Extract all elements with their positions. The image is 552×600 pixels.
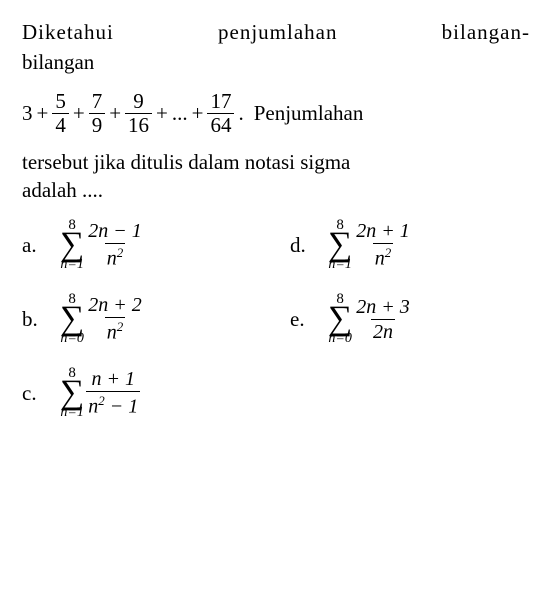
sigma-numerator: 2n + 3	[354, 297, 412, 319]
option-label: e.	[290, 305, 314, 333]
plus-sign: +	[109, 99, 121, 127]
fraction-last: 17 64	[207, 91, 234, 136]
heading-line-2: bilangan	[22, 48, 530, 76]
fraction-3: 9 16	[125, 91, 152, 136]
series-expression: 3 + 5 4 + 7 9 + 9 16 + ... + 17 64 . Pen…	[22, 91, 530, 136]
plus-sign: +	[37, 99, 49, 127]
option-c: c. 8 ∑ n=1 n + 1 n2 − 1	[22, 366, 262, 420]
sigma-lower: n=0	[328, 332, 351, 346]
sigma-block: 8 ∑ n=1	[60, 218, 84, 272]
plus-sign: +	[73, 99, 85, 127]
frac-num: 7	[89, 91, 106, 113]
sigma-symbol: ∑	[60, 379, 84, 408]
option-a: a. 8 ∑ n=1 2n − 1 n2	[22, 218, 262, 272]
option-b: b. 8 ∑ n=0 2n + 2 n2	[22, 292, 262, 346]
sigma-denominator: n2	[105, 243, 126, 269]
frac-den: 64	[207, 113, 234, 136]
sigma-expression: 8 ∑ n=1 n + 1 n2 − 1	[60, 366, 140, 420]
frac-num: 9	[130, 91, 147, 113]
sigma-lower: n=1	[60, 258, 83, 272]
period: .	[238, 99, 243, 127]
frac-den: 16	[125, 113, 152, 136]
sigma-denominator: n2 − 1	[86, 391, 140, 417]
ellipsis: ...	[172, 99, 188, 127]
option-label: c.	[22, 379, 46, 407]
question-line-2: adalah ....	[22, 176, 530, 204]
frac-den: 4	[52, 113, 69, 136]
sigma-denominator: n2	[373, 243, 394, 269]
sigma-numerator: n + 1	[90, 369, 138, 391]
fraction-2: 7 9	[89, 91, 106, 136]
sigma-symbol: ∑	[60, 231, 84, 260]
frac-num: 17	[207, 91, 234, 113]
question-line-1: tersebut jika ditulis dalam notasi sigma	[22, 148, 530, 176]
sigma-fraction: 2n + 3 2n	[354, 297, 412, 342]
series-suffix: Penjumlahan	[254, 99, 364, 127]
sigma-expression: 8 ∑ n=0 2n + 3 2n	[328, 292, 412, 346]
option-label: b.	[22, 305, 46, 333]
sigma-block: 8 ∑ n=1	[60, 366, 84, 420]
sigma-lower: n=1	[60, 406, 83, 420]
question-text: tersebut jika ditulis dalam notasi sigma…	[22, 148, 530, 205]
sigma-block: 8 ∑ n=0	[60, 292, 84, 346]
series-lead: 3	[22, 99, 33, 127]
sigma-fraction: 2n − 1 n2	[86, 221, 144, 269]
frac-num: 5	[52, 91, 69, 113]
sigma-block: 8 ∑ n=0	[328, 292, 352, 346]
sigma-fraction: 2n + 1 n2	[354, 221, 412, 269]
option-label: a.	[22, 231, 46, 259]
fraction-1: 5 4	[52, 91, 69, 136]
option-d: d. 8 ∑ n=1 2n + 1 n2	[290, 218, 530, 272]
sigma-denominator: 2n	[371, 319, 395, 342]
sigma-expression: 8 ∑ n=1 2n − 1 n2	[60, 218, 144, 272]
sigma-expression: 8 ∑ n=0 2n + 2 n2	[60, 292, 144, 346]
sigma-numerator: 2n + 1	[354, 221, 412, 243]
sigma-numerator: 2n − 1	[86, 221, 144, 243]
sigma-denominator: n2	[105, 317, 126, 343]
sigma-numerator: 2n + 2	[86, 295, 144, 317]
options-grid: a. 8 ∑ n=1 2n − 1 n2 d. 8 ∑ n=1 2n + 1 n…	[22, 218, 530, 420]
sigma-symbol: ∑	[328, 231, 352, 260]
heading-line-1: Diketahui penjumlahan bilangan-	[22, 18, 530, 46]
sigma-lower: n=1	[328, 258, 351, 272]
sigma-symbol: ∑	[328, 305, 352, 334]
plus-sign: +	[156, 99, 168, 127]
plus-sign: +	[192, 99, 204, 127]
sigma-block: 8 ∑ n=1	[328, 218, 352, 272]
option-label: d.	[290, 231, 314, 259]
sigma-fraction: n + 1 n2 − 1	[86, 369, 140, 417]
option-e: e. 8 ∑ n=0 2n + 3 2n	[290, 292, 530, 346]
sigma-symbol: ∑	[60, 305, 84, 334]
sigma-lower: n=0	[60, 332, 83, 346]
sigma-expression: 8 ∑ n=1 2n + 1 n2	[328, 218, 412, 272]
frac-den: 9	[89, 113, 106, 136]
sigma-fraction: 2n + 2 n2	[86, 295, 144, 343]
